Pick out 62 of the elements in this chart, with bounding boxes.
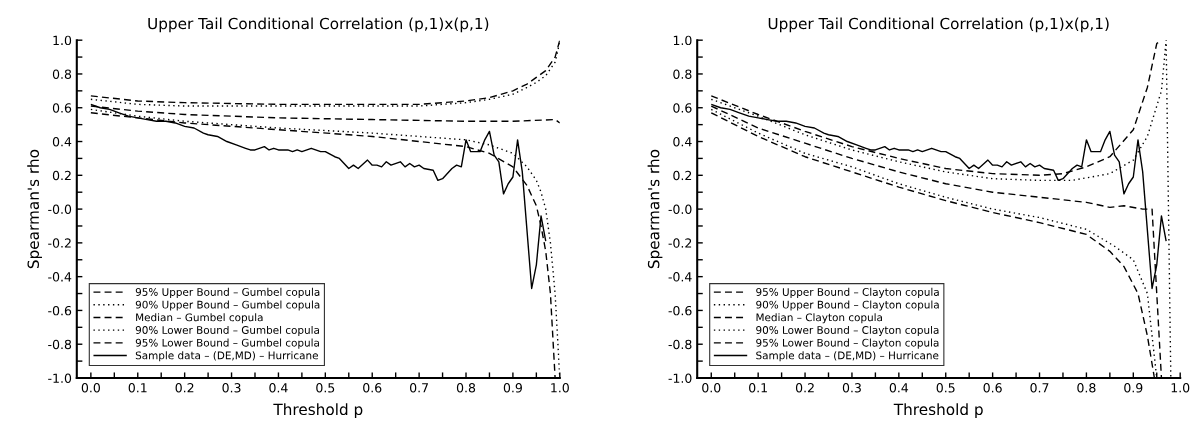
y-tick-label: 0.6: [52, 103, 72, 113]
y-tick-label: -0.8: [668, 339, 692, 350]
x-tick-label: 0.1: [128, 383, 147, 393]
y-tick-label: 0.6: [673, 103, 692, 113]
x-tick-label: 0.2: [795, 383, 814, 393]
x-tick-label: 0.6: [983, 383, 1002, 393]
y-tick-label: 0.4: [673, 136, 692, 147]
x-tick-label: 0.7: [410, 383, 428, 393]
chart-title: Upper Tail Conditional Correlation (p,1)x(p,1): [768, 17, 1109, 33]
legend-label: Sample data – (DE,MD) – Hurricane: [135, 351, 318, 362]
x-axis-title: Threshold p: [273, 403, 363, 419]
x-tick-label: 1.0: [1171, 383, 1190, 393]
y-tick-label: -1.0: [668, 373, 692, 383]
y-tick-label: -0.6: [668, 305, 692, 316]
y-tick-label: -0.6: [48, 305, 72, 316]
legend-label: 95% Lower Bound – Gumbel copula: [135, 338, 319, 349]
y-tick-label: -1.0: [48, 373, 72, 383]
x-tick-label: 0.5: [936, 383, 955, 393]
x-tick-label: 0.4: [269, 383, 288, 393]
legend-label: 90% Lower Bound – Clayton copula: [756, 325, 939, 336]
y-tick-label: -0.4: [668, 272, 692, 282]
legend-label: 95% Upper Bound – Clayton copula: [756, 287, 939, 298]
y-tick-label: 1.0: [53, 35, 72, 46]
y-axis-title: Spearman's rho: [647, 149, 663, 269]
y-axis-title: Spearman's rho: [27, 149, 42, 269]
y-tick-label: -0.2: [668, 238, 692, 248]
x-tick-label: 1.0: [551, 383, 569, 393]
legend-label: 90% Upper Bound – Gumbel copula: [135, 300, 320, 311]
y-tick-label: 0.8: [52, 69, 72, 79]
x-tick-label: 0.3: [222, 383, 241, 393]
y-tick-label: 0.8: [673, 69, 692, 79]
legend-label: Sample data – (DE,MD) – Hurricane: [756, 351, 939, 362]
x-tick-label: 0.3: [842, 383, 861, 393]
x-tick-label: 0.8: [456, 383, 476, 393]
y-tick-label: -0.0: [48, 204, 72, 215]
x-tick-label: 0.7: [1030, 383, 1049, 393]
x-tick-label: 0.9: [503, 383, 522, 393]
y-tick-label: 0.2: [673, 170, 692, 181]
x-tick-label: 0.6: [363, 383, 382, 393]
y-tick-label: 1.0: [673, 35, 692, 46]
legend-label: Median – Gumbel copula: [136, 313, 263, 324]
x-axis-title: Threshold p: [893, 403, 983, 419]
x-tick-label: 0.4: [889, 383, 909, 393]
y-tick-label: -0.0: [668, 204, 692, 215]
y-tick-label: 0.4: [52, 136, 72, 147]
x-tick-label: 0.5: [316, 383, 335, 393]
legend-label: Median – Clayton copula: [756, 313, 882, 324]
legend-label: 95% Lower Bound – Clayton copula: [756, 338, 939, 349]
legend-label: 90% Upper Bound – Clayton copula: [756, 300, 939, 311]
x-tick-label: 0.8: [1077, 383, 1096, 393]
y-tick-label: 0.2: [52, 170, 71, 181]
y-tick-label: -0.4: [48, 272, 72, 282]
y-tick-label: -0.8: [48, 339, 72, 350]
x-tick-label: 0.2: [175, 383, 194, 393]
y-tick-label: -0.2: [48, 238, 71, 248]
x-tick-label: 0.9: [1124, 383, 1143, 393]
x-tick-label: 0.0: [81, 383, 100, 393]
chart-title: Upper Tail Conditional Correlation (p,1)x(p,1): [148, 17, 489, 33]
x-tick-label: 0.1: [749, 383, 767, 393]
x-tick-label: 0.0: [702, 383, 721, 393]
legend-label: 90% Lower Bound – Gumbel copula: [135, 325, 319, 336]
legend-label: 95% Upper Bound – Gumbel copula: [135, 287, 320, 298]
